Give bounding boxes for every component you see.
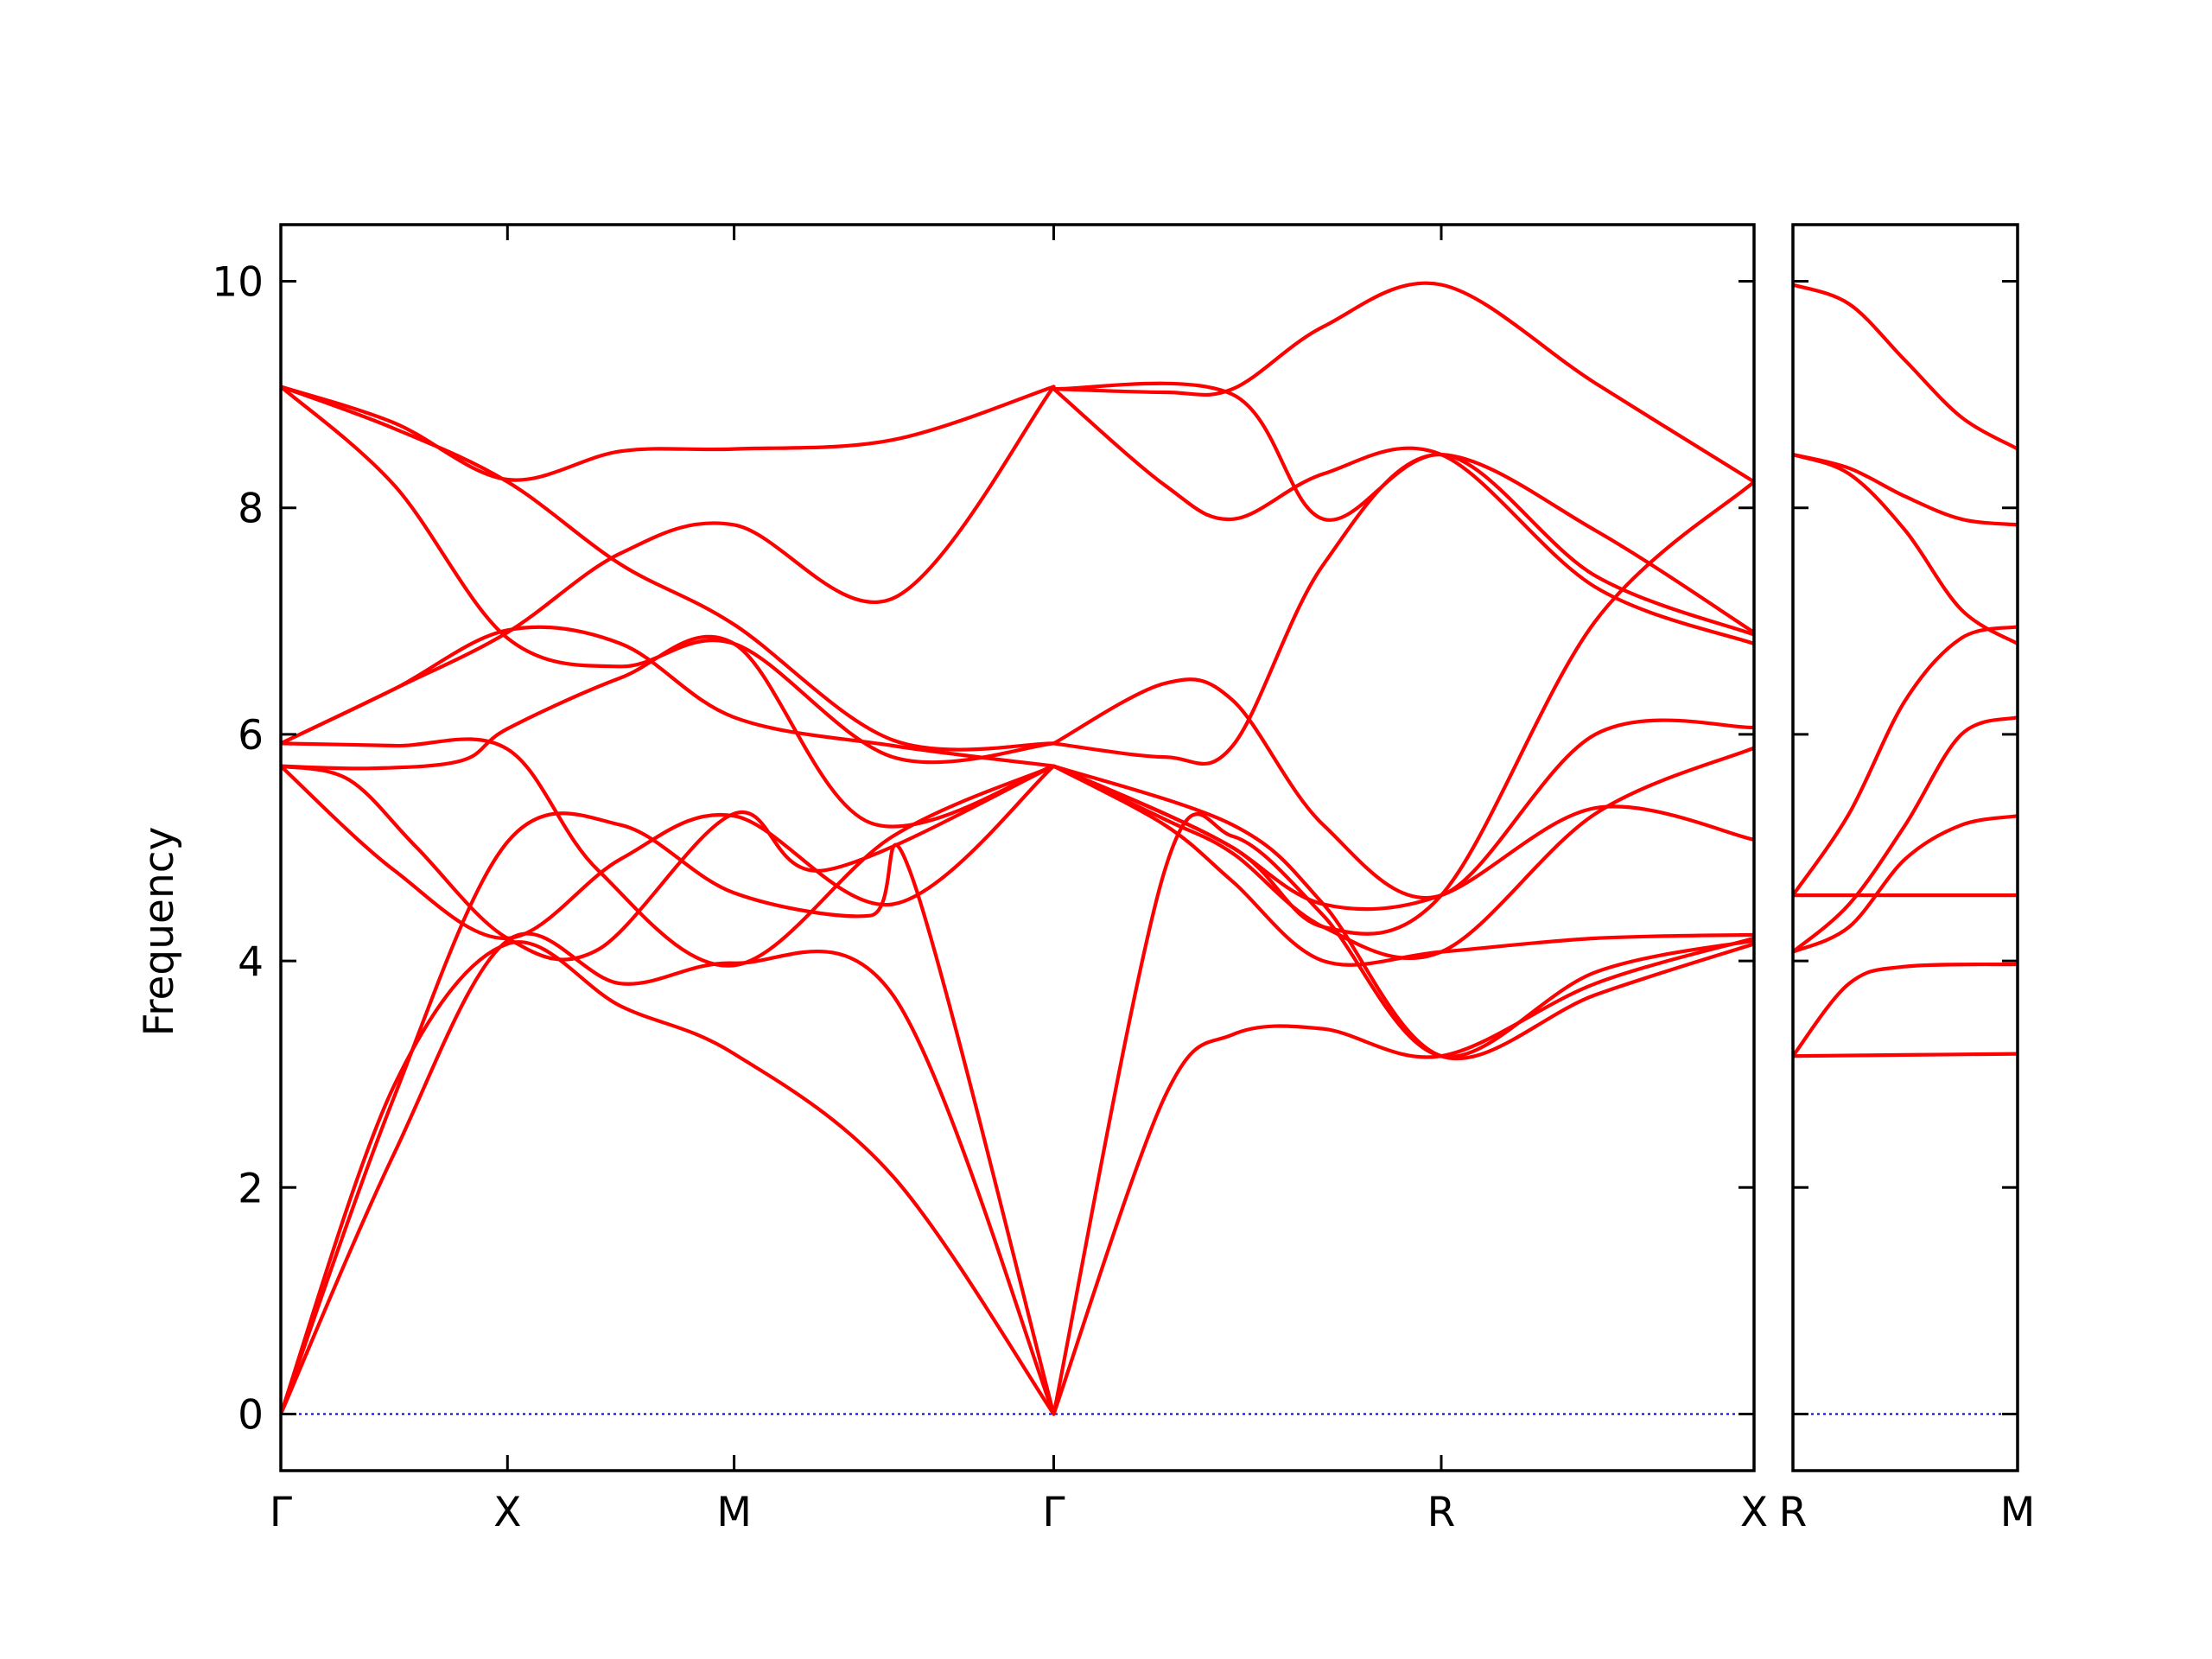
band-branch-10 <box>281 385 1056 482</box>
y-tick-label: 6 <box>238 712 264 760</box>
band-lines <box>1793 283 2018 1058</box>
x-tick-label: X <box>493 1489 521 1536</box>
x-tick-label: R <box>1779 1489 1808 1536</box>
x-tick-label: R <box>1427 1489 1456 1536</box>
band-branch-9 <box>281 385 1056 752</box>
y-tick-label: 0 <box>238 1391 264 1439</box>
y-tick-label: 4 <box>238 938 264 986</box>
band-branch-9 <box>1793 283 2018 451</box>
band-branch-15 <box>1052 764 1754 967</box>
band-branch-19 <box>1052 452 1754 766</box>
x-tick-label: M <box>716 1489 752 1536</box>
band-branch-13 <box>1052 936 1754 1416</box>
band-branch-23 <box>1052 480 1754 936</box>
band-branch-4 <box>281 764 1056 962</box>
panel-frame <box>279 223 1756 1472</box>
band-branch-3 <box>281 811 1056 1416</box>
x-tick-label: Γ <box>1042 1489 1065 1536</box>
band-branch-22 <box>1052 381 1754 634</box>
x-tick-label: M <box>2000 1489 2036 1536</box>
band-branch-21 <box>1052 281 1754 484</box>
band-branch-2 <box>1793 962 2018 1058</box>
band-branch-5 <box>281 634 1056 829</box>
band-branch-8 <box>1793 453 2018 527</box>
band-lines <box>281 281 1754 1416</box>
band-branch-2 <box>281 931 1056 1416</box>
band-branch-24 <box>1052 764 1754 1061</box>
band-branch-14 <box>1052 812 1754 1416</box>
y-tick-label: 8 <box>238 486 264 533</box>
band-branch-1 <box>1793 1052 2018 1058</box>
band-branch-11 <box>281 385 1056 746</box>
band-branch-12 <box>281 764 1056 941</box>
band-branch-6 <box>281 737 1056 968</box>
y-tick-label: 2 <box>238 1165 264 1212</box>
band-branch-5 <box>1793 715 2018 954</box>
y-axis-title: Frequency <box>136 827 183 1037</box>
band-branch-18 <box>1052 677 1754 900</box>
x-tick-label: X <box>1740 1489 1768 1536</box>
y-tick-label: 10 <box>212 259 264 307</box>
panel-1: 0 2 4 6 8 10 Γ X M Γ R X <box>212 223 1768 1536</box>
band-branch-20 <box>1052 387 1754 646</box>
x-tick-label: Γ <box>270 1489 292 1536</box>
panel-frame <box>1791 223 2019 1472</box>
band-branch-8 <box>281 385 1056 765</box>
band-branch-6 <box>1793 625 2018 898</box>
band-branch-7 <box>1793 453 2018 646</box>
band-branch-4 <box>1793 814 2018 954</box>
band-branch-1 <box>281 940 1056 1416</box>
